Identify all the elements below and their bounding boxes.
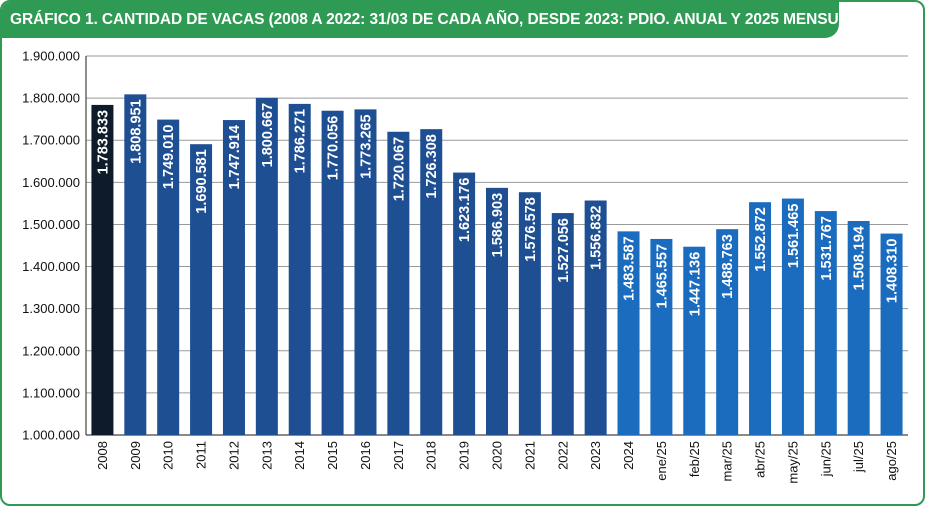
x-tick-label: 2012: [226, 441, 241, 470]
y-tick-label: 1.800.000: [22, 91, 80, 106]
y-tick-label: 1.500.000: [22, 217, 80, 232]
data-label: 1.747.914: [227, 125, 243, 190]
x-tick-label: may/25: [785, 441, 800, 484]
data-label: 1.483.587: [622, 236, 638, 301]
bar: [584, 200, 607, 435]
x-tick-label: ene/25: [654, 441, 669, 481]
data-label: 1.773.265: [358, 114, 374, 179]
bar: [880, 233, 903, 435]
y-tick-label: 1.200.000: [22, 343, 80, 358]
data-label: 1.408.310: [885, 239, 901, 304]
x-tick-label: 2022: [555, 441, 570, 470]
x-tick-label: 2024: [621, 441, 636, 470]
bar: [518, 192, 541, 435]
bar: [124, 94, 147, 436]
data-label: 1.783.833: [95, 110, 111, 175]
data-label: 1.527.056: [556, 218, 572, 283]
chart-title: GRÁFICO 1. CANTIDAD DE VACAS (2008 A 202…: [10, 11, 865, 28]
data-label: 1.531.767: [819, 216, 835, 281]
data-label: 1.749.010: [161, 125, 177, 190]
bar: [387, 131, 410, 435]
x-tick-label: 2021: [522, 441, 537, 470]
y-tick-label: 1.400.000: [22, 259, 80, 274]
title-banner: GRÁFICO 1. CANTIDAD DE VACAS (2008 A 202…: [2, 2, 864, 38]
data-label: 1.720.067: [391, 137, 407, 202]
bar: [190, 144, 213, 436]
bar: [847, 220, 870, 435]
x-tick-label: 2019: [457, 441, 472, 470]
data-label: 1.465.557: [654, 244, 670, 309]
x-tick-label: 2014: [292, 441, 307, 470]
data-label: 1.576.578: [523, 197, 539, 262]
x-tick-label: 2013: [259, 441, 274, 470]
y-tick-label: 1.300.000: [22, 301, 80, 316]
y-tick-label: 1.100.000: [22, 385, 80, 400]
x-tick-label: 2020: [490, 441, 505, 470]
bar: [222, 120, 245, 435]
data-label: 1.690.581: [194, 149, 210, 214]
x-tick-label: 2009: [128, 441, 143, 470]
y-tick-label: 1.600.000: [22, 175, 80, 190]
x-tick-label: 2010: [161, 441, 176, 470]
bar: [420, 129, 443, 436]
data-label: 1.447.136: [687, 252, 703, 317]
bar: [486, 187, 508, 435]
x-tick-label: 2011: [194, 441, 209, 469]
data-label: 1.561.465: [786, 204, 802, 269]
data-label: 1.623.176: [457, 178, 473, 243]
bar: [650, 238, 673, 435]
bar: [716, 229, 739, 435]
x-tick-label: ago/25: [884, 441, 899, 481]
x-tick-label: 2017: [391, 441, 406, 470]
bar: [288, 103, 311, 435]
y-tick-label: 1.700.000: [22, 133, 80, 148]
x-tick-label: 2018: [424, 441, 439, 470]
y-tick-label: 1.900.000: [22, 49, 80, 64]
bar: [354, 109, 377, 436]
data-label: 1.556.832: [589, 206, 605, 271]
bar: [683, 246, 706, 435]
data-label: 1.508.194: [852, 226, 868, 291]
data-label: 1.488.763: [720, 234, 736, 299]
x-tick-label: 2023: [588, 441, 603, 470]
data-label: 1.726.308: [424, 134, 440, 199]
x-tick-label: abr/25: [753, 441, 768, 478]
x-tick-label: feb/25: [687, 441, 702, 477]
y-tick-label: 1.000.000: [22, 428, 80, 443]
bar: [617, 231, 640, 435]
x-tick-label: 2016: [358, 441, 373, 470]
bar: [781, 198, 804, 435]
data-label: 1.552.872: [753, 207, 769, 272]
bar: [255, 97, 278, 435]
bar: [157, 119, 180, 436]
data-label: 1.770.056: [326, 116, 342, 181]
x-tick-label: mar/25: [720, 441, 735, 481]
bar: [453, 172, 476, 435]
x-tick-label: jul/25: [851, 441, 866, 473]
bar: [321, 110, 344, 436]
x-tick-label: 2015: [325, 441, 340, 470]
bar: [749, 202, 772, 435]
data-label: 1.786.271: [293, 109, 309, 174]
bar: [551, 213, 574, 435]
data-label: 1.808.951: [128, 99, 144, 164]
x-tick-label: jun/25: [818, 441, 833, 477]
bar: [91, 104, 114, 435]
data-label: 1.800.667: [260, 103, 276, 168]
bar: [814, 211, 837, 435]
x-tick-label: 2008: [95, 441, 110, 470]
data-label: 1.586.903: [490, 193, 506, 258]
